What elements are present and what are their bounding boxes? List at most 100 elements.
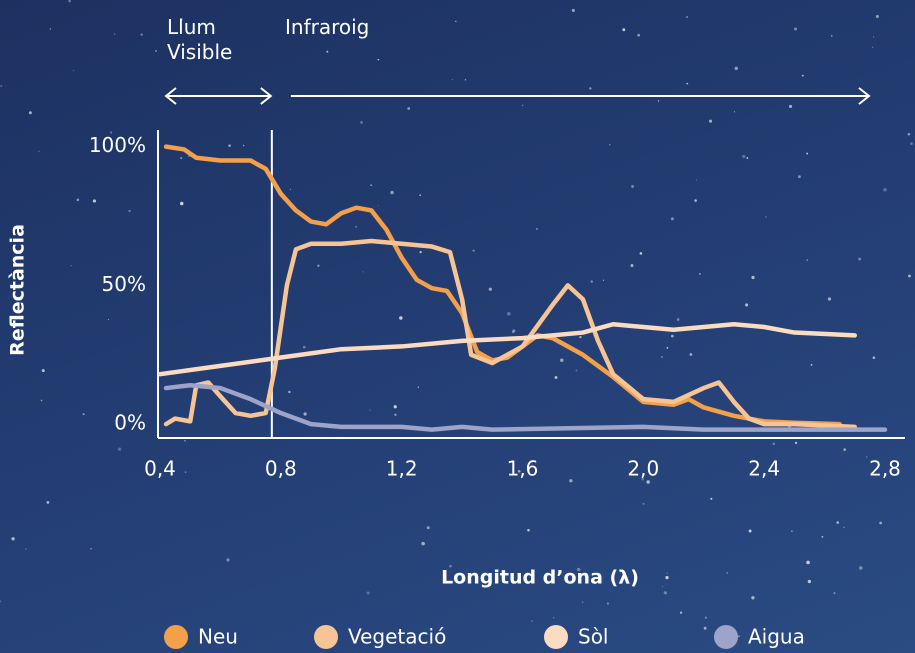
star [679, 611, 683, 614]
x-tick-label: 2,8 [869, 457, 901, 481]
arrow-head [164, 87, 177, 105]
star [791, 530, 793, 532]
legend-swatch [164, 625, 188, 649]
star [571, 8, 575, 12]
star [907, 132, 911, 136]
star [114, 33, 116, 35]
star [575, 369, 578, 372]
star [449, 564, 452, 568]
star [0, 600, 1, 603]
star [875, 14, 879, 18]
series-line [157, 321, 858, 377]
star [107, 318, 109, 320]
y-tick-label: 100% [89, 133, 146, 157]
legend-label: Sòl [578, 625, 609, 649]
star [772, 442, 775, 446]
star [801, 74, 804, 77]
star [794, 441, 798, 445]
star [110, 131, 113, 134]
legend-label: Vegetació [348, 625, 446, 649]
star [184, 471, 187, 473]
star [92, 199, 97, 203]
star [751, 275, 755, 280]
star [512, 329, 516, 333]
star [49, 28, 51, 30]
star [622, 28, 626, 32]
star [28, 111, 32, 115]
star [289, 188, 292, 190]
arrow-head [260, 87, 273, 105]
star [689, 353, 693, 356]
star [90, 547, 92, 550]
star [858, 257, 862, 261]
star [661, 585, 664, 588]
star [326, 50, 329, 53]
star [362, 271, 364, 273]
star [576, 567, 581, 572]
legend-swatch [314, 625, 338, 649]
star [910, 142, 913, 145]
star [226, 558, 230, 562]
star [76, 198, 80, 202]
star [472, 249, 475, 252]
star [569, 479, 573, 483]
star [303, 412, 307, 416]
star [637, 33, 641, 37]
star [464, 78, 467, 81]
star [536, 228, 538, 230]
star [686, 16, 688, 18]
x-axis-label: Longitud d’ona (λ) [441, 567, 639, 589]
star [40, 399, 43, 402]
star [748, 529, 752, 533]
star [128, 209, 131, 213]
star [686, 82, 689, 85]
star [866, 456, 868, 458]
star [184, 439, 186, 442]
star [821, 535, 824, 538]
x-tick-label: 1,2 [386, 457, 418, 481]
star [806, 259, 809, 261]
star [288, 390, 291, 394]
star [303, 345, 306, 349]
x-tick-label: 2,4 [748, 457, 780, 481]
y-axis-label: Reflectància [7, 224, 29, 356]
star [827, 297, 832, 301]
star [879, 521, 882, 525]
star [806, 560, 810, 565]
star [179, 201, 184, 206]
star [733, 111, 736, 113]
star [70, 264, 72, 267]
star [72, 70, 75, 72]
star [421, 541, 425, 546]
star [641, 477, 645, 481]
star [806, 152, 809, 155]
star [694, 199, 697, 202]
star [704, 616, 707, 619]
star [726, 572, 728, 574]
star [369, 409, 371, 411]
star [631, 184, 634, 188]
star [582, 601, 584, 603]
region-arrow [164, 87, 273, 105]
star [836, 521, 840, 524]
legend-swatch [714, 625, 738, 649]
star [798, 175, 801, 179]
star [377, 58, 380, 61]
star [830, 34, 833, 37]
star [399, 316, 403, 320]
star [666, 346, 669, 349]
star [511, 331, 515, 334]
star [360, 121, 363, 124]
star [666, 572, 668, 574]
star [657, 100, 660, 102]
star [751, 596, 755, 600]
star [807, 579, 812, 584]
legend-swatch [544, 625, 568, 649]
star [871, 46, 874, 49]
star [745, 303, 749, 307]
star [661, 356, 663, 358]
star [639, 252, 643, 255]
legend-label: Neu [198, 625, 238, 649]
star [366, 591, 370, 595]
star [394, 413, 397, 416]
